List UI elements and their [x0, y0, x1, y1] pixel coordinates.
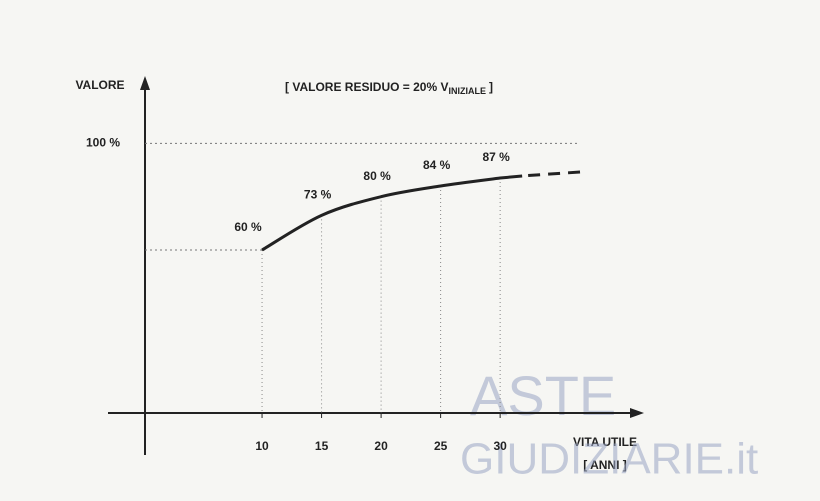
- annotation: [ VALORE RESIDUO = 20% VINIZIALE]: [285, 80, 493, 96]
- x-tick-label: 15: [315, 439, 329, 453]
- annotation-end: ]: [489, 80, 493, 94]
- chart: VALORE VITA UTILE [ ANNI ] [ VALORE RESI…: [0, 0, 820, 501]
- x-tick-label: 10: [255, 439, 269, 453]
- value-label: 84 %: [423, 158, 451, 172]
- curve-extension: [528, 172, 580, 176]
- curve: [262, 176, 522, 250]
- value-label: 87 %: [482, 150, 510, 164]
- value-label: 60 %: [234, 220, 262, 234]
- x-tick-label: 20: [374, 439, 388, 453]
- value-label: 80 %: [363, 169, 391, 183]
- value-label: 73 %: [304, 188, 332, 202]
- annotation-subscript: INIZIALE: [448, 86, 486, 96]
- x-tick-label: 25: [434, 439, 448, 453]
- y-axis-label: VALORE: [75, 78, 124, 92]
- watermark: ASTE: [470, 364, 616, 427]
- y-tick-label: 100 %: [86, 136, 120, 150]
- page: VALORE VITA UTILE [ ANNI ] [ VALORE RESI…: [0, 0, 820, 501]
- annotation-text: [ VALORE RESIDUO = 20% V: [285, 80, 448, 94]
- x-tick-label: 30: [493, 439, 507, 453]
- x-arrow: [630, 408, 644, 418]
- y-arrow: [140, 76, 150, 90]
